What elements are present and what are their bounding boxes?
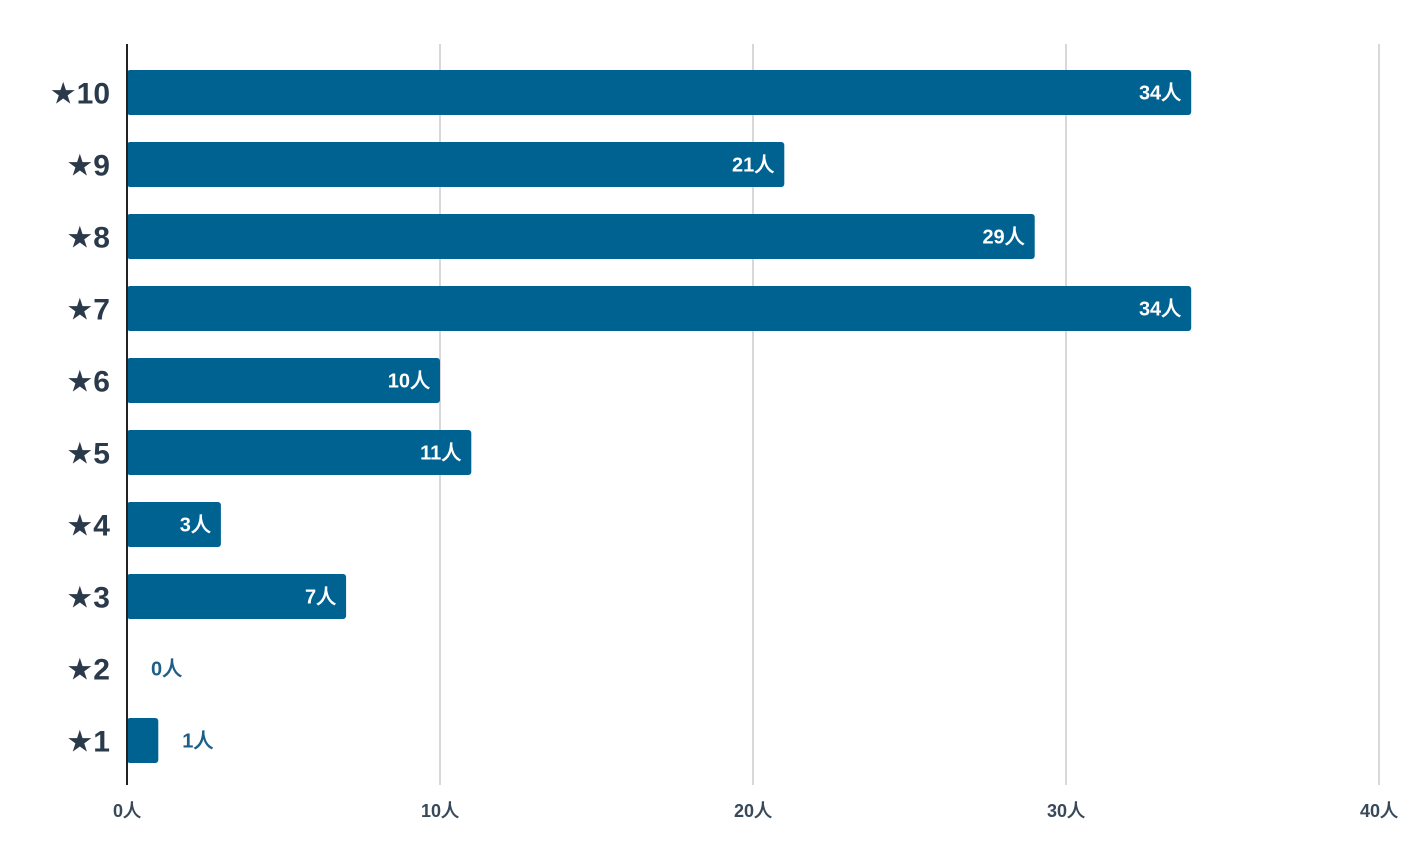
x-tick-label: 40人 — [1360, 801, 1399, 821]
category-label: ★8 — [66, 222, 110, 255]
data-label: 0人 — [151, 658, 183, 681]
bar — [127, 286, 1192, 331]
bar — [127, 430, 472, 475]
data-label: 29人 — [982, 226, 1025, 249]
category-label: ★4 — [66, 510, 110, 543]
data-label: 7人 — [305, 586, 337, 609]
x-tick-label: 0人 — [113, 801, 142, 821]
category-label: ★2 — [66, 654, 110, 687]
data-label: 3人 — [180, 514, 212, 537]
bar — [127, 502, 221, 547]
category-label: ★5 — [66, 438, 110, 471]
bar — [127, 70, 1192, 115]
bar — [127, 718, 159, 763]
x-tick-label: 10人 — [421, 801, 460, 821]
data-label: 34人 — [1139, 82, 1182, 105]
bar — [127, 214, 1035, 259]
x-tick-label: 30人 — [1047, 801, 1086, 821]
data-label: 1人 — [182, 730, 214, 753]
bar — [127, 358, 440, 403]
category-label: ★1 — [66, 726, 110, 759]
category-label: ★7 — [66, 294, 110, 327]
category-label: ★3 — [66, 582, 110, 615]
data-label: 21人 — [732, 154, 775, 177]
data-label: 10人 — [388, 370, 431, 393]
category-label: ★6 — [66, 366, 110, 399]
category-label: ★9 — [66, 150, 110, 183]
data-label: 11人 — [420, 442, 462, 465]
data-label: 34人 — [1139, 298, 1182, 321]
bar — [127, 142, 785, 187]
labels: 0人 10人 20人 30人 40人 ★10 34人 ★9 21人 ★8 29人 ★7 34人 ★6 10人… — [50, 78, 1399, 822]
bars — [127, 70, 1192, 763]
bar — [127, 574, 347, 619]
category-label: ★10 — [50, 78, 110, 111]
x-tick-label: 20人 — [734, 801, 773, 821]
